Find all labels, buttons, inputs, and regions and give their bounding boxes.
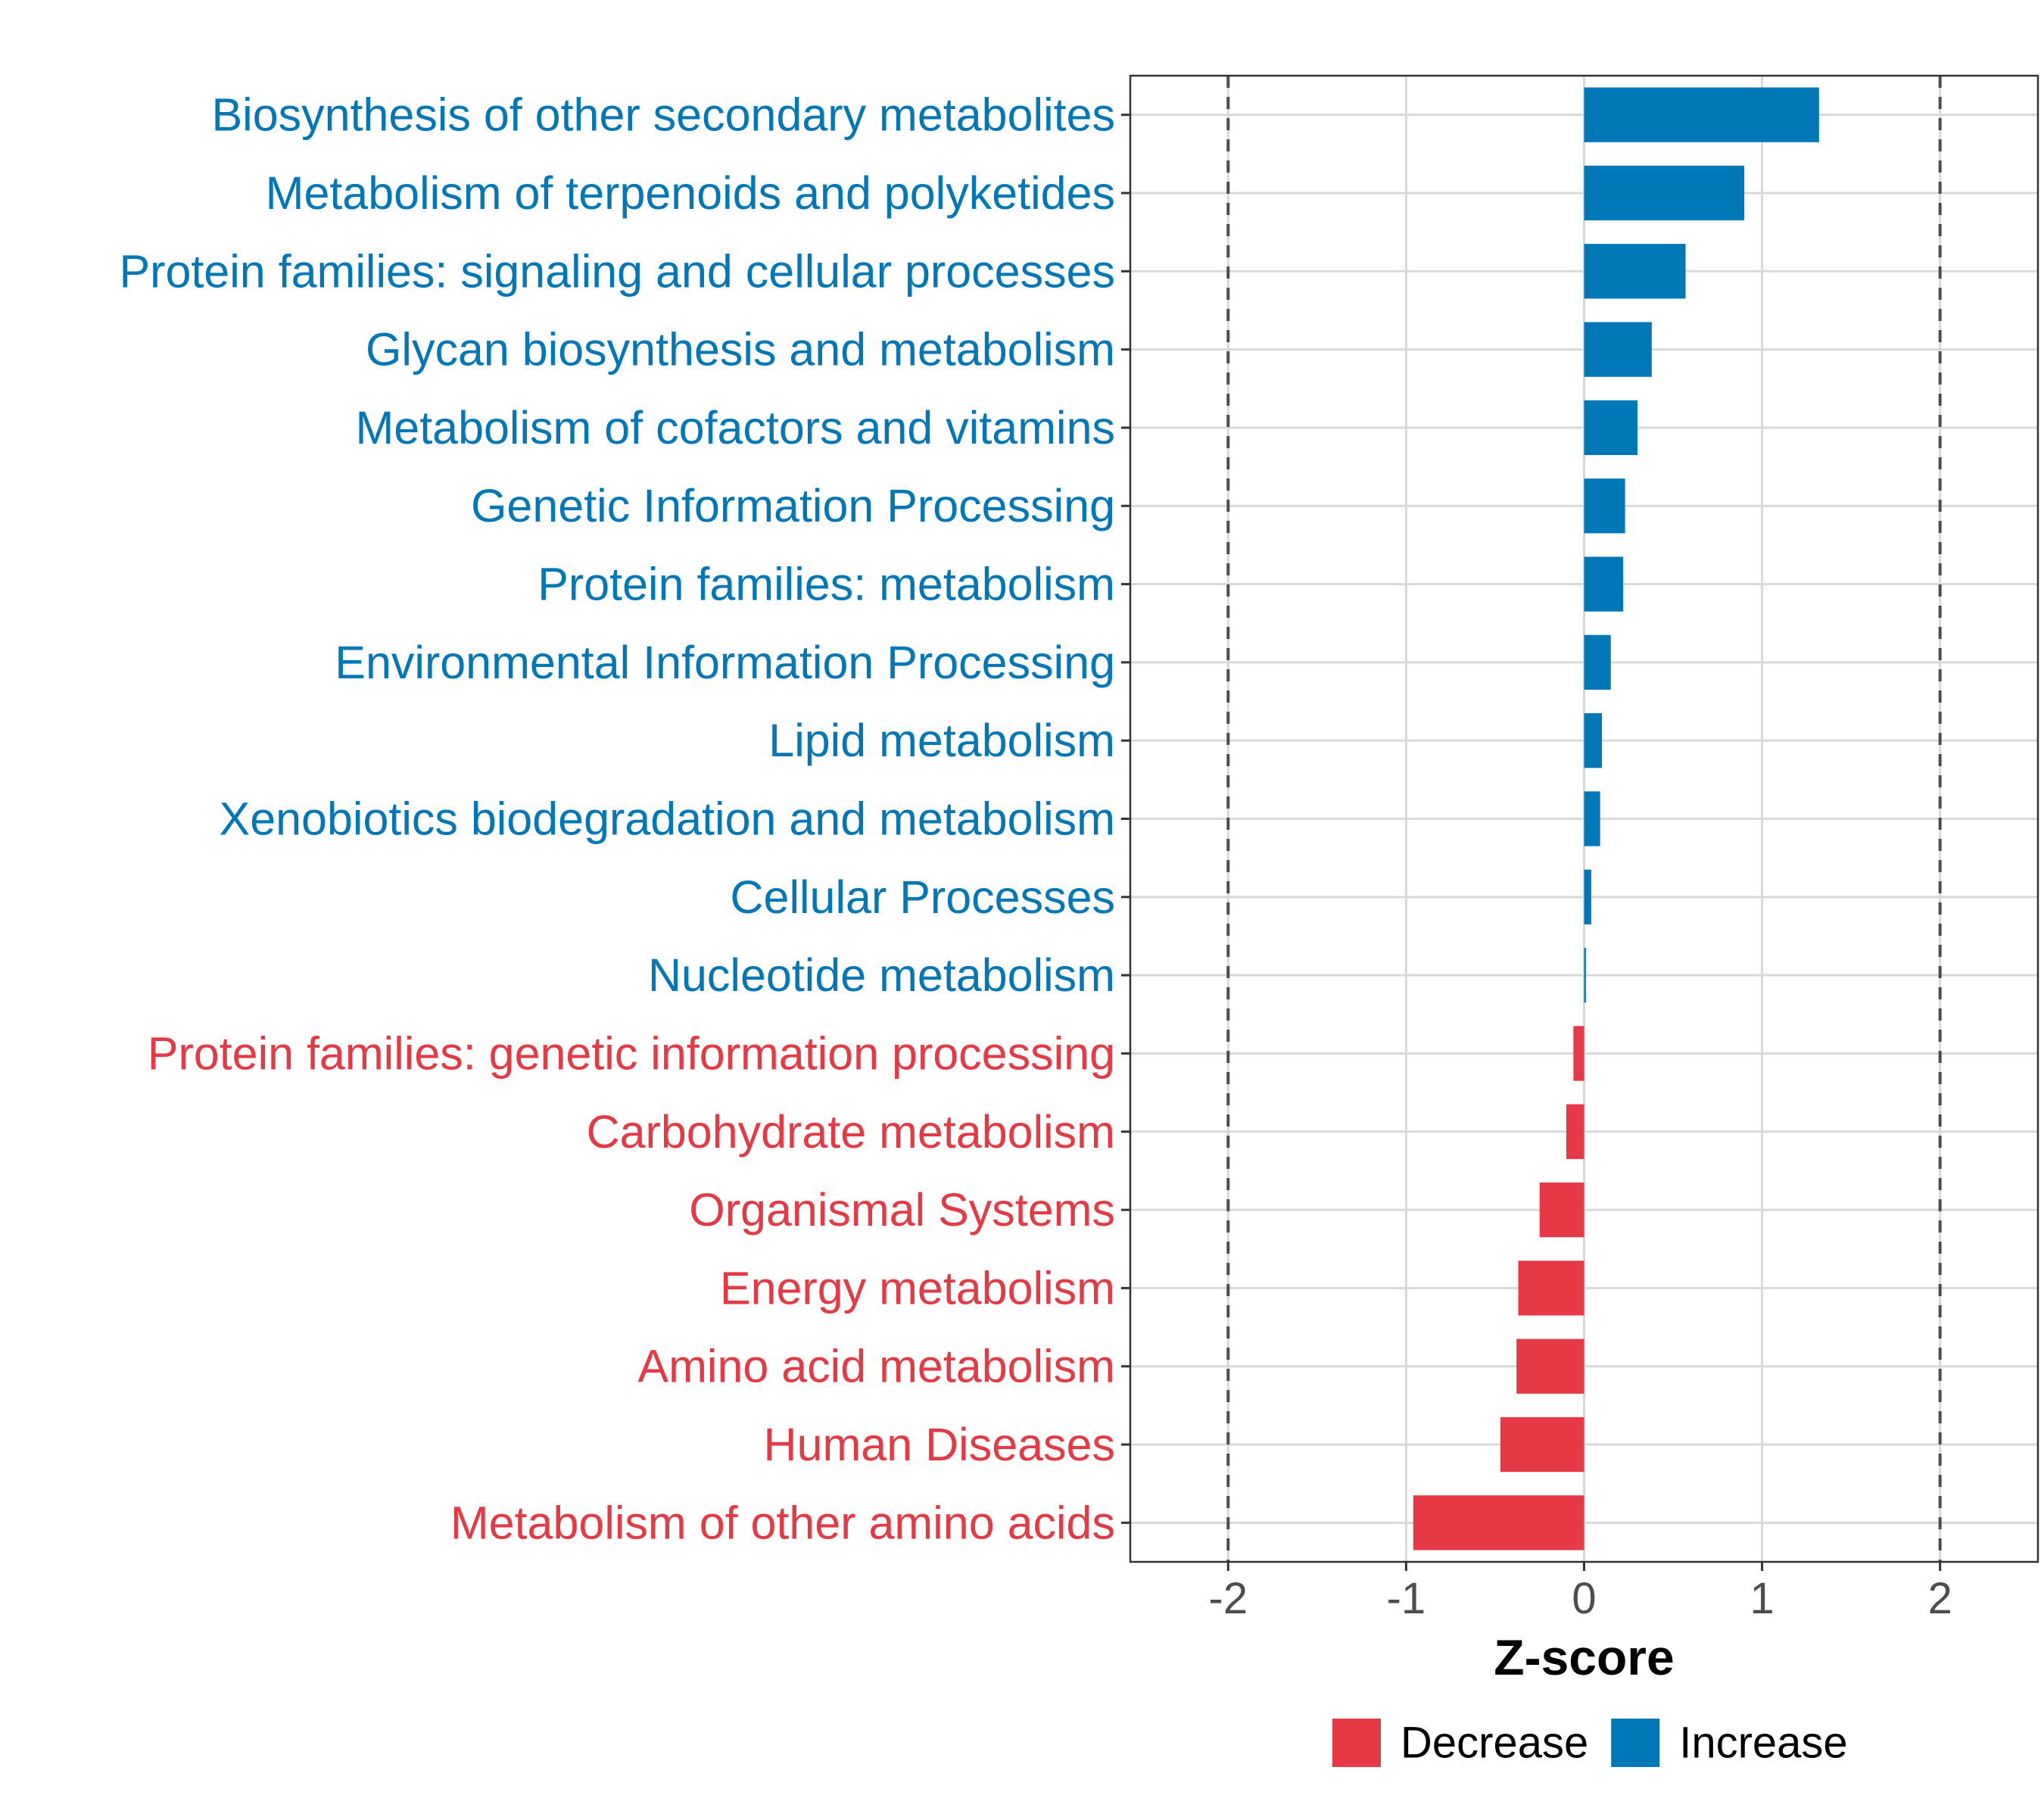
- category-label: Protein families: genetic information pr…: [148, 1027, 1115, 1079]
- category-label: Organismal Systems: [689, 1184, 1115, 1236]
- category-label: Metabolism of other amino acids: [450, 1497, 1115, 1548]
- bar: [1584, 556, 1624, 612]
- bar: [1584, 791, 1600, 846]
- x-tick-label: -1: [1387, 1574, 1426, 1623]
- x-tick-label: 2: [1928, 1574, 1952, 1623]
- bar: [1584, 634, 1611, 690]
- category-label: Carbohydrate metabolism: [587, 1106, 1115, 1158]
- bar: [1584, 87, 1819, 142]
- bar: [1584, 478, 1625, 534]
- bar: [1539, 1182, 1584, 1238]
- category-label: Glycan biosynthesis and metabolism: [366, 324, 1115, 376]
- bar: [1584, 713, 1603, 768]
- category-label: Metabolism of terpenoids and polyketides: [266, 167, 1115, 219]
- bar: [1500, 1417, 1584, 1473]
- x-tick-label: 0: [1572, 1574, 1596, 1623]
- bar: [1584, 400, 1638, 456]
- category-label: Xenobiotics biodegradation and metabolis…: [220, 793, 1115, 845]
- bar: [1518, 1261, 1584, 1316]
- legend-label-decrease: Decrease: [1401, 1719, 1588, 1768]
- bar: [1584, 244, 1686, 299]
- bar: [1584, 947, 1586, 1003]
- legend-key-increase: [1611, 1719, 1660, 1767]
- bar: [1584, 165, 1745, 221]
- x-axis-ticks: -2 -1 0 1 2: [1209, 1562, 1952, 1623]
- category-label: Genetic Information Processing: [471, 480, 1115, 531]
- category-label: Amino acid metabolism: [637, 1341, 1115, 1392]
- category-label: Lipid metabolism: [768, 715, 1115, 766]
- bar: [1573, 1026, 1584, 1081]
- category-label: Human Diseases: [764, 1419, 1115, 1470]
- bar: [1413, 1495, 1584, 1551]
- bar: [1516, 1339, 1584, 1394]
- legend-key-decrease: [1332, 1719, 1381, 1767]
- category-label: Biosynthesis of other secondary metaboli…: [211, 89, 1115, 141]
- category-label: Protein families: metabolism: [537, 559, 1115, 610]
- legend: Decrease Increase: [1332, 1719, 1848, 1768]
- bar: [1584, 869, 1591, 924]
- category-label: Protein families: signaling and cellular…: [119, 245, 1115, 297]
- y-axis-labels: Biosynthesis of other secondary metaboli…: [119, 89, 1115, 1549]
- bar: [1566, 1104, 1584, 1159]
- bar-layer: [1413, 87, 1819, 1551]
- bar: [1584, 322, 1652, 377]
- category-label: Energy metabolism: [720, 1262, 1115, 1314]
- x-axis-title: Z-score: [1494, 1629, 1674, 1685]
- category-label: Cellular Processes: [730, 871, 1115, 923]
- x-tick-label: -2: [1209, 1574, 1248, 1623]
- category-label: Environmental Information Processing: [335, 637, 1115, 688]
- category-label: Metabolism of cofactors and vitamins: [355, 402, 1115, 453]
- legend-label-increase: Increase: [1679, 1719, 1847, 1768]
- reference-lines: [1226, 76, 1942, 1562]
- category-label: Nucleotide metabolism: [648, 949, 1115, 1001]
- x-tick-label: 1: [1750, 1574, 1774, 1623]
- y-axis-ticks: [1121, 114, 1130, 1524]
